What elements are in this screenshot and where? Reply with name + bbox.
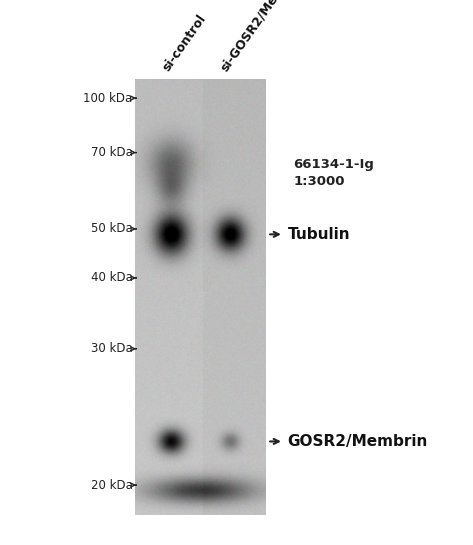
Text: WWW.PTGLAB.COM: WWW.PTGLAB.COM: [175, 289, 211, 375]
Text: 70 kDa: 70 kDa: [90, 146, 132, 159]
Text: Tubulin: Tubulin: [288, 227, 350, 242]
Text: si-control: si-control: [160, 12, 209, 74]
Text: 40 kDa: 40 kDa: [90, 271, 132, 284]
Text: si-GOSR2/Membrin: si-GOSR2/Membrin: [218, 0, 304, 74]
Text: 30 kDa: 30 kDa: [91, 342, 132, 355]
Text: GOSR2/Membrin: GOSR2/Membrin: [288, 434, 428, 449]
Text: 50 kDa: 50 kDa: [91, 222, 132, 235]
Text: 100 kDa: 100 kDa: [83, 92, 132, 105]
Text: 20 kDa: 20 kDa: [90, 479, 132, 492]
Text: 66134-1-Ig
1:3000: 66134-1-Ig 1:3000: [293, 158, 374, 188]
